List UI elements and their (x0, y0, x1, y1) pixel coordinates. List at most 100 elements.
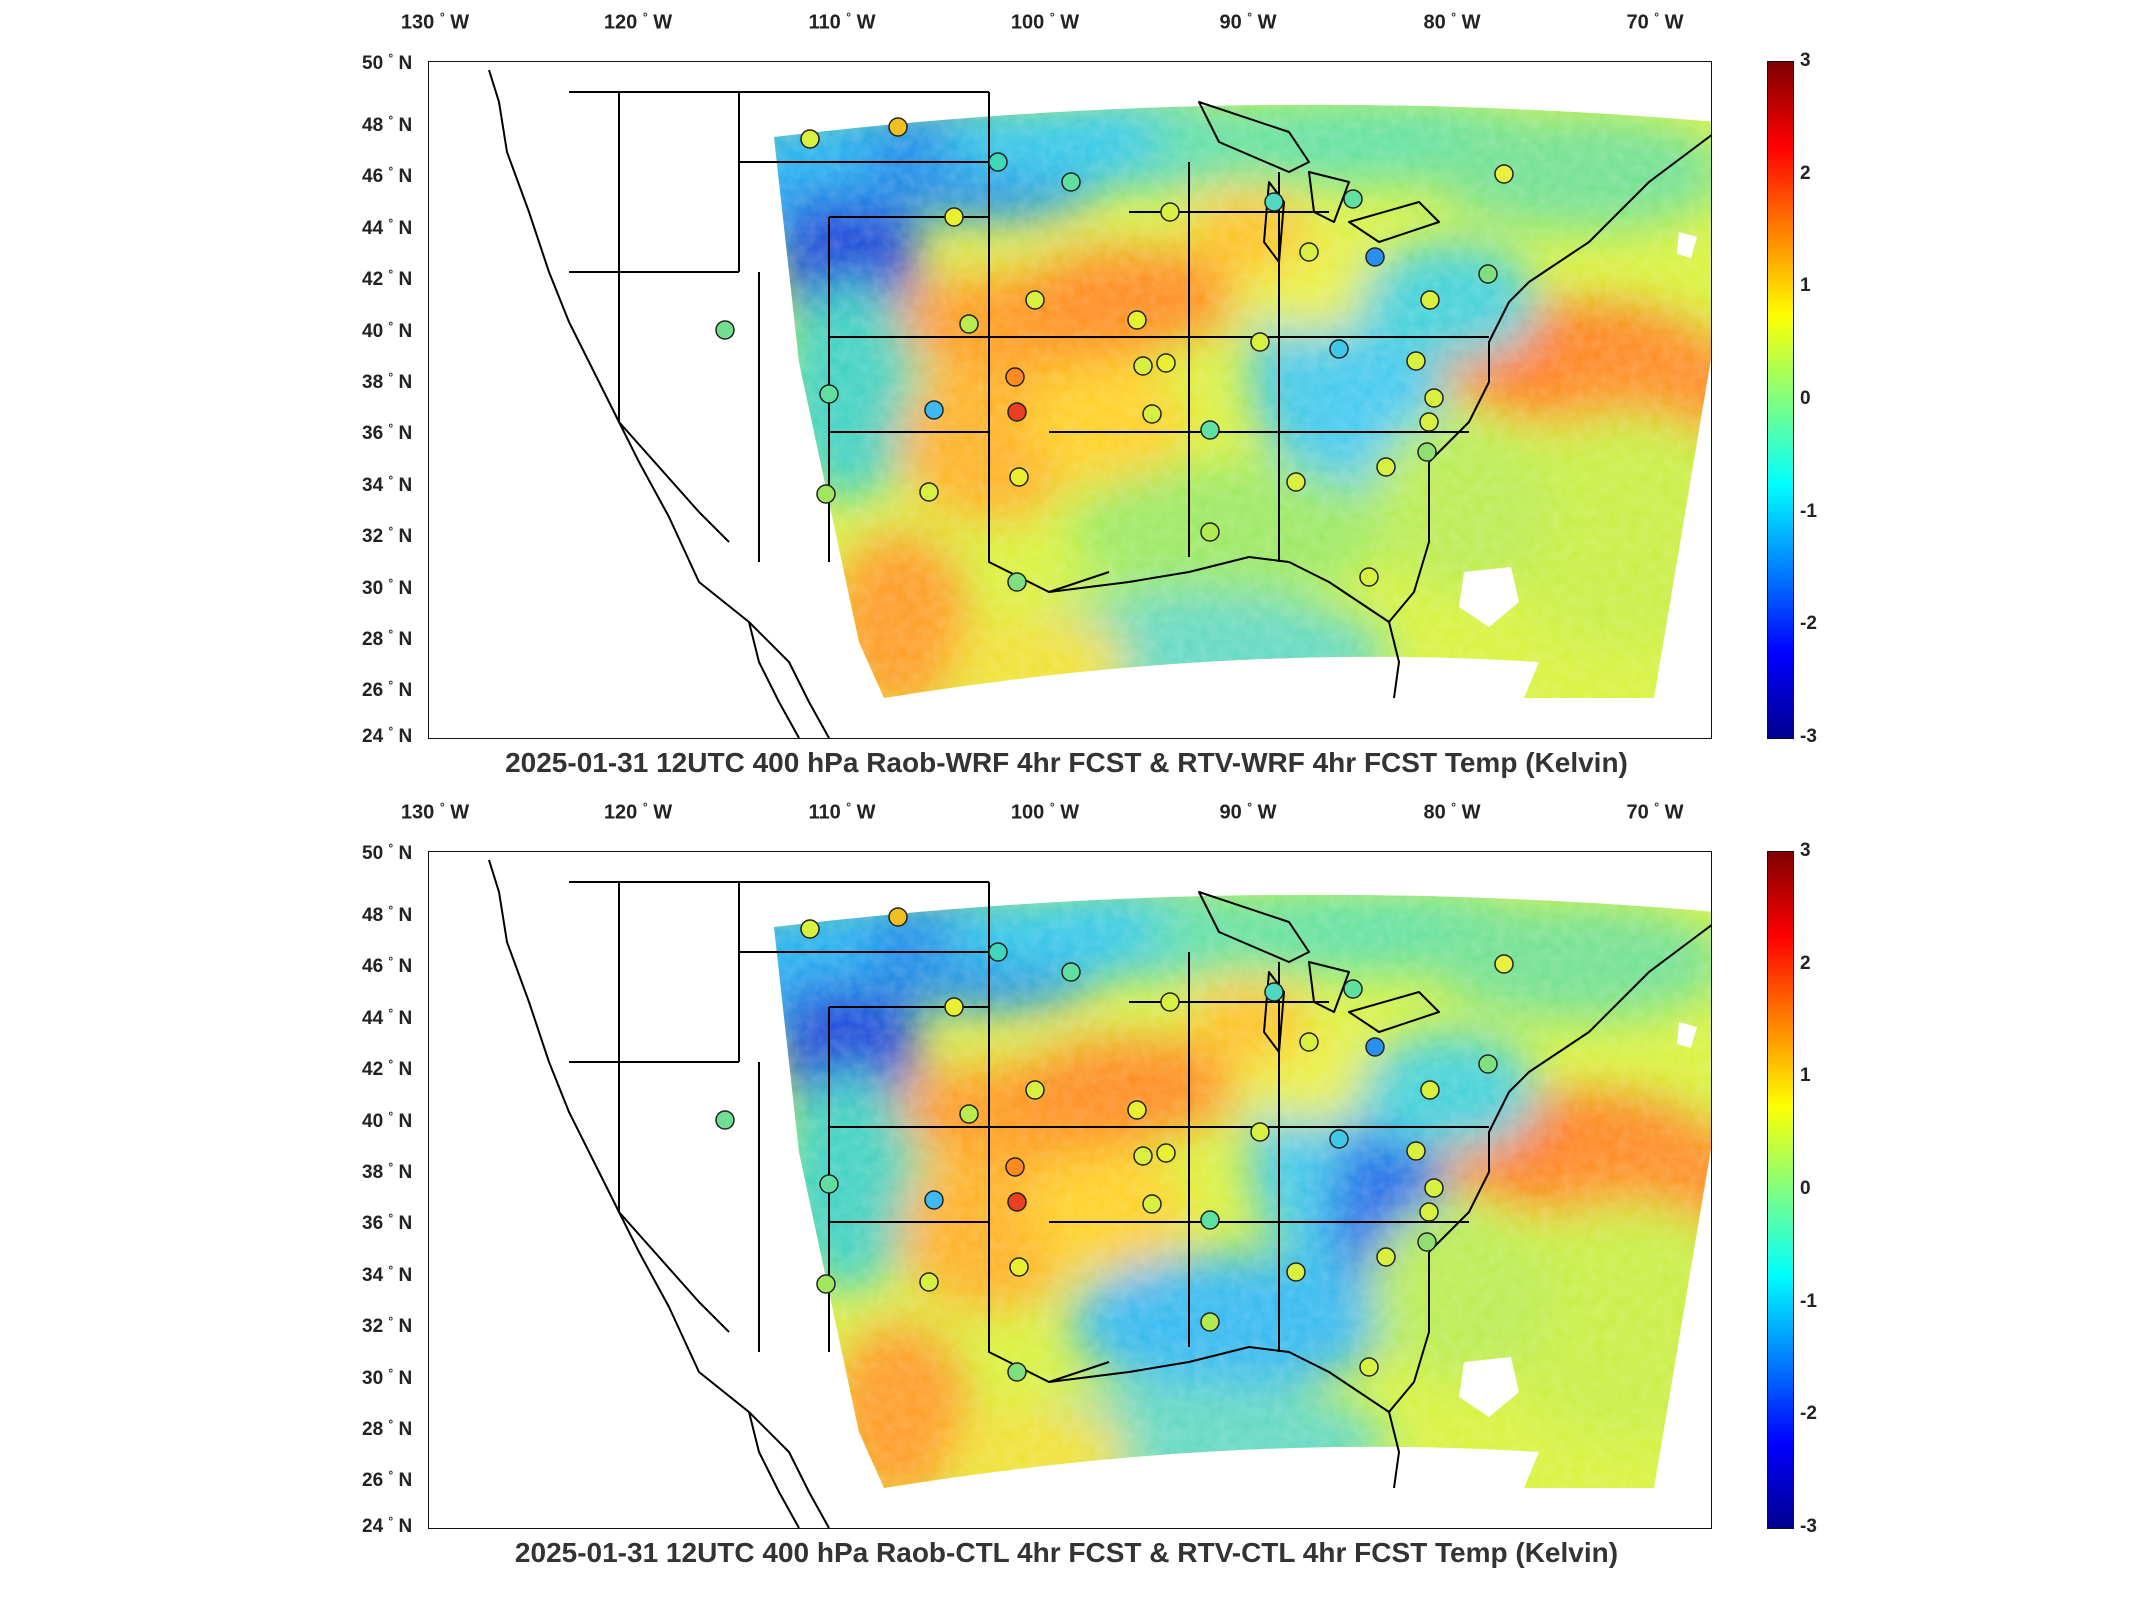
borders (488, 859, 1711, 1528)
raob-station-marker (1264, 982, 1284, 1002)
raob-station-marker (1376, 1247, 1396, 1267)
raob-station-marker (1406, 1141, 1426, 1161)
temperature-field (774, 894, 1711, 1489)
raob-station-marker (1200, 1312, 1220, 1332)
raob-station-marker (1420, 1080, 1440, 1100)
panel-title: 2025-01-31 12UTC 400 hPa Raob-CTL 4hr FC… (514, 1537, 1619, 1568)
raob-station-marker (1299, 1032, 1319, 1052)
raob-station-marker (1419, 412, 1439, 432)
raob-station-marker (1142, 404, 1162, 424)
temperature-field (774, 104, 1711, 699)
latitude-label: 44 ° N (362, 215, 413, 239)
raob-station-marker (1329, 339, 1349, 359)
temperature-difference-map (488, 859, 1711, 1528)
latitude-label: 30 ° N (362, 1365, 413, 1389)
temperature-difference-map (488, 69, 1711, 738)
longitude-label: 90 ° W (1219, 800, 1277, 824)
latitude-label: 26 ° N (362, 1468, 413, 1492)
raob-station-marker (816, 1274, 836, 1294)
raob-station-marker (1025, 290, 1045, 310)
latitude-label: 36 ° N (362, 421, 413, 445)
latitude-label: 36 ° N (362, 1211, 413, 1235)
longitude-label: 80 ° W (1423, 10, 1481, 34)
raob-station-marker (924, 1190, 944, 1210)
panel-top: 130 ° W 120 ° W 110 ° W 100 ° W 90 ° W 80 ° W… (362, 10, 1817, 778)
latitude-label: 24 ° N (362, 1513, 413, 1538)
raob-station-marker (1250, 332, 1270, 352)
raob-station-marker (919, 482, 939, 502)
colorbar-tick: -1 (1800, 500, 1817, 522)
raob-station-marker (1007, 402, 1027, 422)
longitude-label: 120 ° W (603, 10, 673, 34)
longitude-label: 100 ° W (1010, 800, 1080, 824)
latitude-label: 40 ° N (362, 318, 413, 342)
panel-title: 2025-01-31 12UTC 400 hPa Raob-WRF 4hr FC… (505, 747, 1628, 778)
raob-station-marker (1005, 367, 1025, 387)
latitude-label: 34 ° N (362, 472, 413, 496)
colorbar (1767, 61, 1794, 739)
latitude-label: 50 ° N (362, 840, 413, 865)
latitude-label: 48 ° N (362, 902, 413, 927)
longitude-label: 110 ° W (808, 800, 876, 824)
raob-station-marker (816, 484, 836, 504)
colorbar-tick: 3 (1800, 50, 1811, 71)
raob-station-marker (1419, 1202, 1439, 1222)
raob-station-marker (715, 320, 735, 340)
raob-station-marker (1160, 202, 1180, 222)
longitude-label: 70 ° W (1626, 10, 1684, 34)
raob-station-marker (924, 400, 944, 420)
raob-station-marker (1127, 310, 1147, 330)
latitude-label: 50 ° N (362, 50, 413, 75)
latitude-label: 42 ° N (362, 267, 413, 291)
raob-station-marker (1417, 1232, 1437, 1252)
colorbar-tick: 0 (1800, 1178, 1811, 1199)
raob-station-marker (1424, 388, 1444, 408)
longitude-label: 100 ° W (1010, 10, 1080, 34)
latitude-label: 26 ° N (362, 678, 413, 702)
raob-station-marker (1200, 522, 1220, 542)
latitude-label: 24 ° N (362, 723, 413, 748)
raob-station-marker (1061, 962, 1081, 982)
raob-station-marker (1286, 1262, 1306, 1282)
latitude-label: 32 ° N (362, 1314, 413, 1338)
raob-station-marker (1365, 1037, 1385, 1057)
longitude-label: 130 ° W (400, 800, 470, 824)
colorbar-tick: 1 (1800, 1065, 1811, 1087)
colorbar-tick: -3 (1800, 726, 1817, 747)
raob-station-marker (1025, 1080, 1045, 1100)
longitude-label: 80 ° W (1423, 800, 1481, 824)
raob-station-marker (944, 207, 964, 227)
latitude-label: 32 ° N (362, 524, 413, 548)
raob-station-marker (959, 314, 979, 334)
raob-station-marker (1061, 172, 1081, 192)
raob-station-marker (1200, 420, 1220, 440)
raob-station-marker (1156, 1143, 1176, 1163)
map-area (428, 61, 1712, 739)
latitude-label: 48 ° N (362, 112, 413, 137)
raob-station-marker (1005, 1157, 1025, 1177)
colorbar-tick: -2 (1800, 1403, 1817, 1425)
raob-station-marker (1142, 1194, 1162, 1214)
raob-station-marker (1156, 353, 1176, 373)
longitude-label: 90 ° W (1219, 10, 1277, 34)
raob-station-marker (1250, 1122, 1270, 1142)
raob-station-marker (819, 384, 839, 404)
raob-station-marker (1417, 442, 1437, 462)
colorbar-tick: 1 (1800, 275, 1811, 297)
raob-station-marker (1376, 457, 1396, 477)
colorbar-tick: 2 (1800, 952, 1811, 974)
borders (488, 69, 1711, 738)
colorbar (1767, 851, 1794, 1529)
latitude-label: 30 ° N (362, 575, 413, 599)
raob-stations (715, 907, 1514, 1382)
longitude-label: 110 ° W (808, 10, 876, 34)
raob-station-marker (1343, 189, 1363, 209)
latitude-label: 38 ° N (362, 369, 413, 394)
raob-station-marker (1406, 351, 1426, 371)
raob-station-marker (988, 152, 1008, 172)
raob-station-marker (1007, 1362, 1027, 1382)
raob-station-marker (1365, 247, 1385, 267)
colorbar-tick: -2 (1800, 613, 1817, 635)
raob-station-marker (1478, 264, 1498, 284)
raob-station-marker (1478, 1054, 1498, 1074)
